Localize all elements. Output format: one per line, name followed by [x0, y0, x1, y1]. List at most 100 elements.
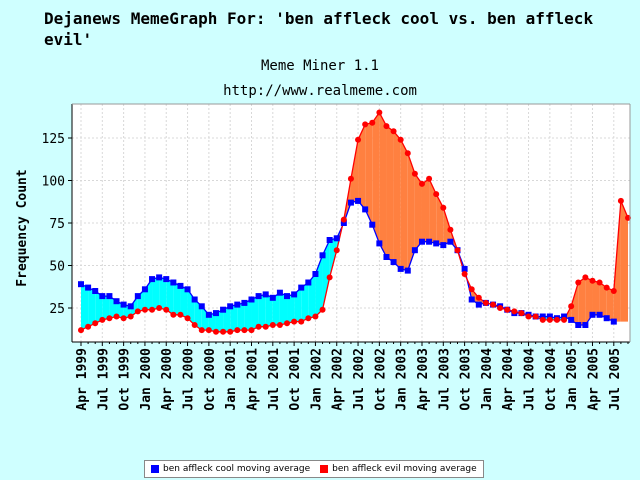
x-tick-label: Jan 2003 — [395, 348, 410, 411]
x-tick-label: Jul 2004 — [523, 348, 538, 411]
data-point-evil — [163, 306, 170, 313]
data-point-evil — [205, 327, 212, 334]
x-tick-label: Oct 2000 — [203, 348, 218, 411]
data-point-cool — [340, 220, 347, 226]
data-point-cool — [440, 242, 447, 249]
data-point-cool — [610, 318, 617, 325]
x-tick-label: Oct 2004 — [544, 348, 559, 411]
data-point-cool — [184, 286, 191, 293]
x-tick-label: Apr 2002 — [331, 348, 346, 411]
x-tick-label: Jan 2000 — [139, 348, 154, 411]
data-point-cool — [475, 301, 482, 308]
data-point-cool — [298, 284, 305, 291]
data-point-evil — [411, 170, 418, 177]
y-tick-label: 125 — [42, 132, 65, 147]
x-tick-label: Jan 2001 — [224, 348, 239, 411]
x-tick-label: Jul 2002 — [352, 348, 367, 411]
data-point-evil — [298, 318, 305, 325]
data-point-evil — [220, 328, 227, 335]
data-point-cool — [191, 296, 198, 303]
x-tick-label: Apr 2000 — [160, 348, 175, 411]
area-segment — [350, 139, 359, 203]
data-point-evil — [340, 216, 347, 223]
data-point-cool — [568, 316, 575, 323]
area-segment — [365, 122, 373, 225]
data-point-evil — [255, 323, 262, 330]
area-segment — [279, 292, 288, 325]
area-segment — [443, 207, 451, 246]
data-point-cool — [376, 240, 383, 247]
data-point-cool — [227, 303, 234, 310]
data-point-evil — [312, 313, 319, 320]
data-point-evil — [475, 294, 482, 301]
data-point-evil — [490, 301, 497, 308]
data-point-cool — [603, 315, 610, 322]
data-point-evil — [433, 191, 440, 198]
area-segment — [578, 277, 586, 325]
chart-title: Dejanews MemeGraph For: 'ben affleck coo… — [44, 9, 594, 49]
area-segment — [301, 282, 309, 322]
area-segment — [258, 294, 266, 327]
data-point-evil — [234, 327, 241, 334]
area-segment — [421, 178, 430, 242]
data-point-evil — [156, 305, 163, 311]
data-point-cool — [447, 238, 454, 245]
data-point-cool — [333, 235, 340, 242]
data-point-evil — [305, 315, 312, 322]
data-point-evil — [291, 318, 298, 325]
x-tick-label: Jan 2004 — [480, 348, 495, 411]
x-tick-label: Oct 1999 — [118, 348, 133, 411]
data-point-evil — [504, 306, 511, 313]
data-point-cool — [291, 291, 298, 298]
data-point-cool — [347, 199, 354, 206]
x-tick-label: Jan 2002 — [309, 348, 324, 411]
data-point-cool — [92, 288, 99, 294]
data-point-evil — [575, 279, 582, 286]
data-point-cool — [596, 311, 603, 318]
legend-swatch-evil — [320, 465, 329, 473]
area-segment — [201, 306, 209, 331]
area-segment — [152, 277, 160, 310]
data-point-cool — [355, 197, 362, 204]
x-tick-label: Apr 2004 — [501, 348, 516, 411]
area-segment — [606, 287, 614, 322]
data-point-evil — [99, 316, 106, 323]
data-point-cool — [163, 276, 170, 283]
data-point-evil — [113, 313, 120, 320]
data-point-evil — [383, 123, 390, 130]
area-segment — [180, 285, 188, 319]
chart-url: http://www.realmeme.com — [223, 83, 417, 99]
data-point-cool — [383, 254, 390, 260]
data-point-evil — [539, 316, 546, 323]
data-point-evil — [440, 204, 447, 211]
data-point-cool — [248, 296, 255, 303]
x-tick-label: Jul 2003 — [437, 348, 452, 411]
data-point-evil — [596, 279, 603, 286]
data-point-evil — [269, 322, 276, 328]
data-point-evil — [212, 328, 219, 335]
area-segment — [400, 139, 408, 271]
data-point-evil — [376, 109, 383, 116]
data-point-cool — [269, 294, 276, 301]
data-point-evil — [518, 310, 525, 317]
data-point-evil — [170, 311, 177, 318]
data-point-cool — [276, 289, 283, 296]
legend-item-evil: ben affleck evil moving average — [320, 464, 477, 474]
series-points — [78, 109, 631, 335]
data-point-cool — [198, 303, 205, 310]
data-point-evil — [582, 274, 589, 281]
data-point-evil — [568, 303, 575, 310]
data-point-evil — [610, 288, 617, 294]
data-point-evil — [426, 175, 433, 182]
data-point-cool — [134, 293, 141, 300]
x-tick-label: Apr 2001 — [245, 348, 260, 411]
data-point-evil — [191, 322, 198, 328]
data-point-evil — [184, 315, 191, 322]
data-point-evil — [525, 313, 532, 320]
data-point-cool — [141, 286, 148, 293]
area-segment — [372, 112, 380, 244]
data-point-cool — [156, 274, 163, 281]
data-point-cool — [362, 206, 369, 213]
legend-swatch-cool — [151, 465, 159, 473]
area-segment — [599, 282, 607, 319]
